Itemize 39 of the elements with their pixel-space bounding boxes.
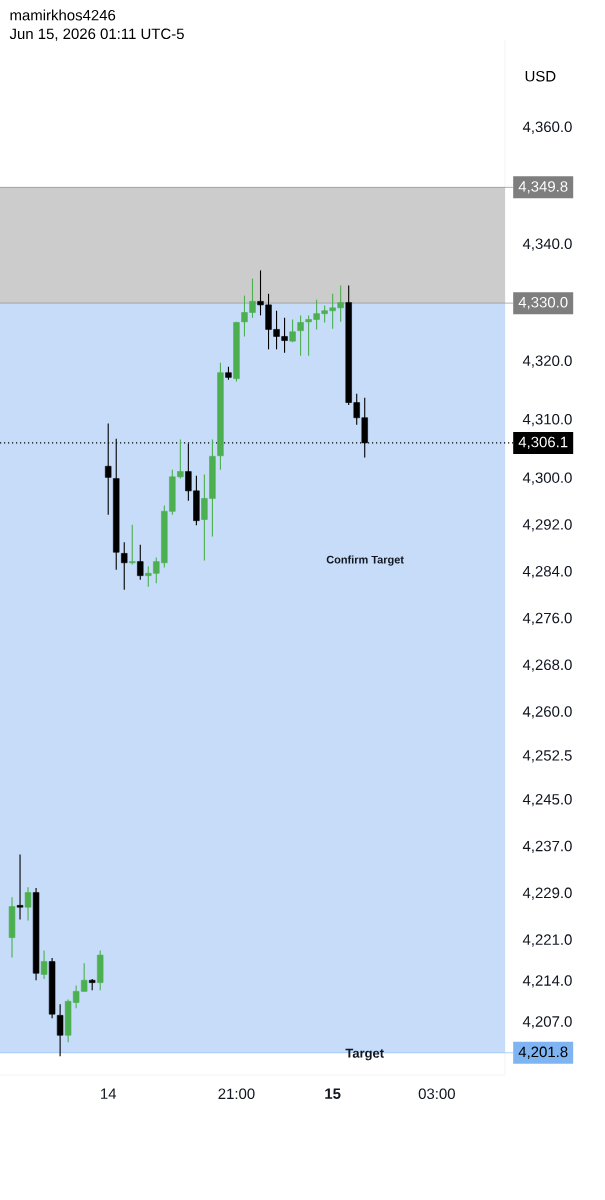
y-tick-label: 4,221.0 xyxy=(522,934,572,947)
y-tick-label: 4,300.0 xyxy=(522,472,572,485)
ref-line-label: 4,330.0 xyxy=(518,296,568,310)
y-tick-label: 4,229.0 xyxy=(522,887,572,900)
ref-line-label: 4,306.1 xyxy=(518,436,568,450)
chart-title: mamirkhos4246 xyxy=(10,9,116,21)
y-tick-label: 4,276.0 xyxy=(522,612,572,626)
y-tick-label: 4,360.0 xyxy=(522,121,572,134)
candlestick xyxy=(105,423,112,516)
x-tick-label: 14 xyxy=(101,1088,117,1099)
y-tick-label: 4,245.0 xyxy=(522,793,572,807)
y-axis-title: USD xyxy=(525,70,556,82)
y-tick-label: 4,260.0 xyxy=(522,706,572,719)
candlestick xyxy=(16,854,24,920)
x-tick-label: 21:00 xyxy=(218,1088,255,1100)
y-tick-label: 4,284.0 xyxy=(522,565,572,579)
candlestick xyxy=(24,886,32,922)
y-tick-label: 4,340.0 xyxy=(522,238,572,251)
candlestick xyxy=(137,544,144,581)
annotation: Target xyxy=(345,1048,384,1061)
ref-line-label: 4,201.8 xyxy=(518,1046,568,1059)
x-tick-label: 03:00 xyxy=(418,1088,455,1100)
candlestick xyxy=(40,949,48,980)
candlestick xyxy=(297,314,304,357)
annotation: Confirm Target xyxy=(326,555,404,566)
x-tick-label: 15 xyxy=(325,1088,341,1099)
y-tick-label: 4,237.0 xyxy=(522,840,572,854)
candlestick xyxy=(56,1003,64,1057)
candlestick xyxy=(129,524,136,566)
ref-line-label: 4,349.8 xyxy=(518,181,568,194)
y-tick-label: 4,310.0 xyxy=(522,413,572,427)
candlestick xyxy=(121,541,128,591)
y-tick-label: 4,268.0 xyxy=(522,659,572,672)
y-tick-label: 4,207.0 xyxy=(522,1016,572,1029)
chart-subtitle: Jun 15, 2026 01:11 UTC-5 xyxy=(9,28,184,41)
y-tick-label: 4,292.0 xyxy=(522,519,572,532)
y-tick-label: 4,320.0 xyxy=(522,355,572,368)
y-tick-label: 4,214.0 xyxy=(522,975,572,988)
y-tick-label: 4,252.5 xyxy=(522,750,572,763)
